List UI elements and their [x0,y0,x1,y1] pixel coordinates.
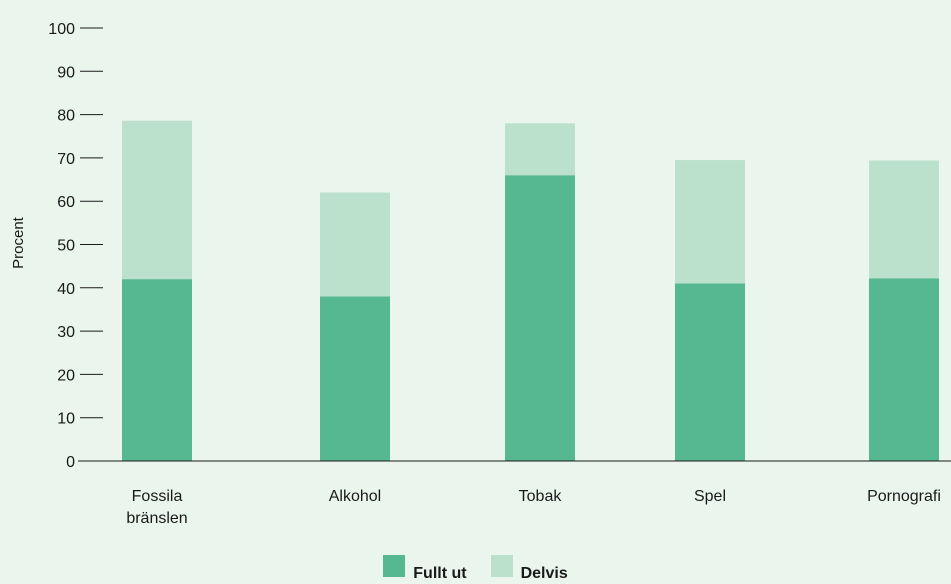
bar-delvis [320,192,390,297]
bar-fullt-ut [869,278,939,461]
x-axis-labels: Fossila bränslen Alkohol Tobak Spel Pornograf… [126,488,941,527]
x-category-label: Alkohol [329,488,381,505]
x-category-label-line: bränslen [126,510,187,527]
x-category-label-line: Alkohol [329,488,381,505]
x-category-label: Tobak [519,488,563,505]
y-axis: 0 10 20 30 40 50 60 70 80 90 100 [48,21,103,471]
y-tick-label: 100 [48,21,75,38]
legend-item-fullt-ut: Fullt ut [383,555,467,584]
x-category-label-line: Tobak [519,488,563,505]
x-category-label: Fossila bränslen [126,488,187,527]
bar-delvis [869,160,939,279]
bars [122,120,939,461]
legend-swatch-fullt-ut [383,555,406,577]
legend-item-delvis: Delvis [490,555,568,584]
legend-label-fullt-ut: Fullt ut [413,565,467,582]
x-category-label-line: Spel [694,488,726,505]
bar-fullt-ut [320,296,390,461]
bar-delvis [675,160,745,284]
x-category-label: Spel [694,488,726,505]
x-category-label-line: Pornografi [867,488,941,505]
y-tick-label: 40 [57,281,75,298]
bar-chart: Procent 0 10 20 30 40 50 60 70 80 90 100 Fossila br… [10,21,951,527]
bar-fullt-ut [675,283,745,461]
y-tick-label: 60 [57,194,75,211]
y-tick-label: 80 [57,108,75,125]
x-category-label: Pornografi [867,488,941,505]
legend-label-delvis: Delvis [520,565,568,582]
bar-delvis [505,123,575,176]
bar-delvis [122,120,192,280]
y-tick-label: 50 [57,238,75,255]
y-tick-label: 10 [57,411,75,428]
bar-fullt-ut [505,175,575,461]
y-tick-label: 70 [57,151,75,168]
y-tick-label: 0 [66,454,75,471]
y-tick-label: 30 [57,324,75,341]
legend-swatch-delvis [490,555,513,577]
y-tick-label: 20 [57,367,75,384]
legend: Fullt ut Delvis [0,555,951,582]
y-axis-label: Procent [10,216,27,269]
x-category-label-line: Fossila [132,488,183,505]
y-tick-label: 90 [57,64,75,81]
bar-fullt-ut [122,279,192,461]
